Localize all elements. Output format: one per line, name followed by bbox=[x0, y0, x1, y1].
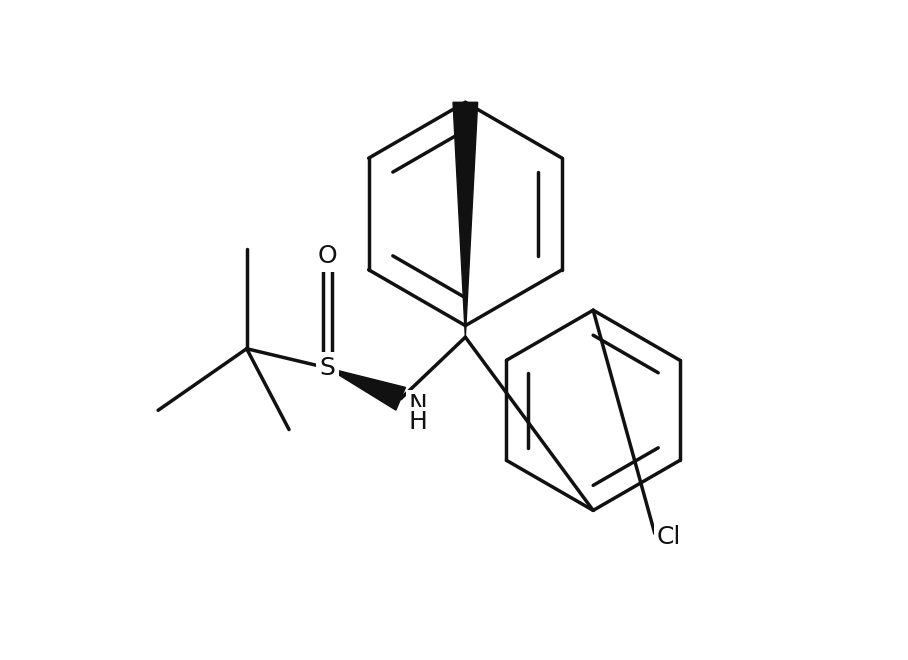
Polygon shape bbox=[328, 368, 406, 410]
Polygon shape bbox=[453, 102, 478, 337]
Text: Cl: Cl bbox=[656, 525, 681, 549]
Text: H: H bbox=[409, 410, 427, 434]
Text: O: O bbox=[318, 244, 338, 269]
Text: S: S bbox=[320, 356, 335, 380]
Text: N: N bbox=[409, 393, 427, 417]
